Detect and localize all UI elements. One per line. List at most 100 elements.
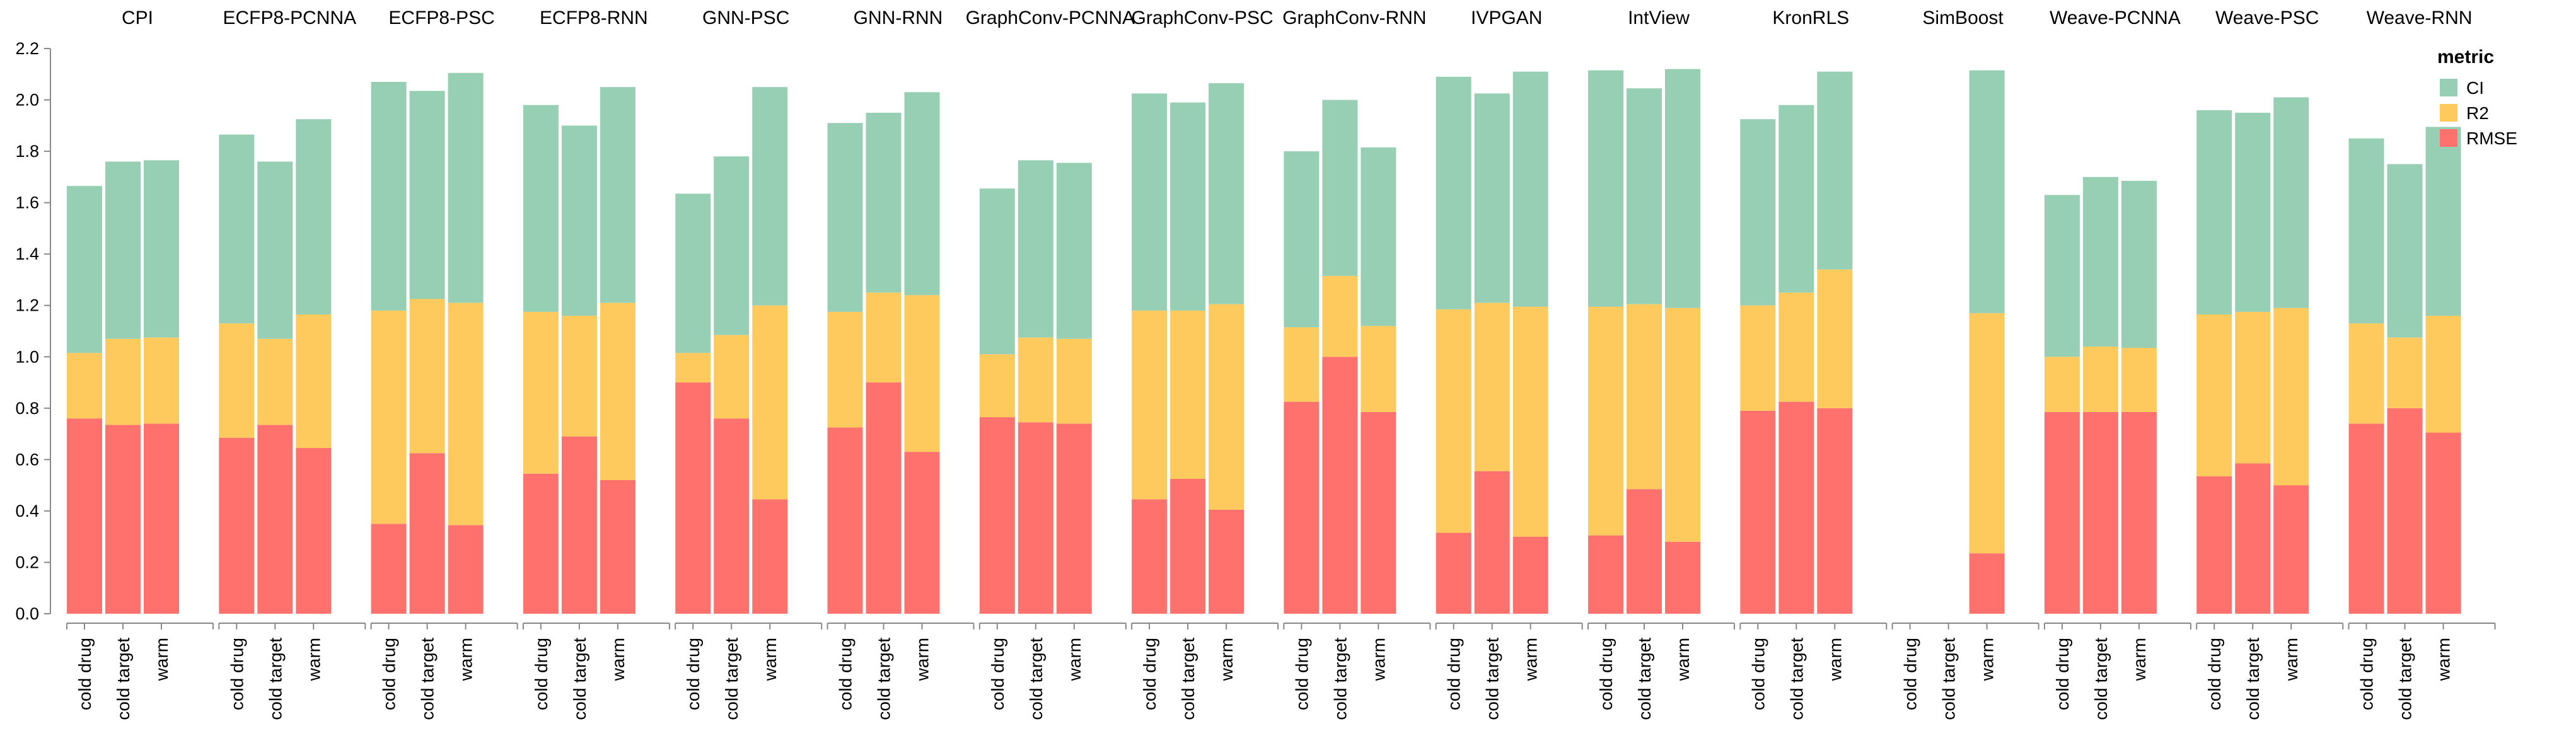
bar-r2-cold-drug — [67, 353, 102, 419]
x-tick-label: cold drug — [683, 638, 703, 710]
bar-r2-cold-drug — [219, 323, 255, 438]
bar-rmse-warm — [752, 499, 788, 614]
bar-r2-warm — [1361, 326, 1396, 412]
bar-ci-warm — [2121, 180, 2157, 348]
bar-r2-cold-drug — [2044, 357, 2080, 412]
bar-rmse-cold-drug — [675, 382, 711, 614]
facet-title: ECFP8-PSC — [388, 8, 494, 28]
bar-ci-cold-drug — [675, 193, 711, 353]
bar-ci-cold-drug — [2196, 110, 2232, 314]
bar-rmse-warm — [1665, 541, 1700, 614]
facet-graphconv-psc: GraphConv-PSC cold drug cold target warm — [1131, 8, 1279, 720]
bar-ci-cold-target — [1627, 88, 1662, 304]
bar-rmse-cold-target — [2235, 463, 2271, 614]
x-tick-label: warm — [1825, 638, 1845, 681]
facet-title: GNN-PSC — [702, 8, 789, 28]
x-tick-label: cold target — [1330, 638, 1350, 720]
y-tick-label: 1.8 — [15, 142, 39, 161]
bar-r2-cold-drug — [675, 353, 711, 383]
bar-ci-cold-target — [105, 161, 141, 339]
bar-rmse-cold-target — [105, 425, 141, 614]
bar-r2-warm — [1817, 269, 1853, 408]
x-tick-label: cold drug — [1292, 638, 1311, 710]
x-tick-label: warm — [2282, 638, 2301, 681]
bar-ci-cold-drug — [827, 123, 863, 312]
bar-ci-cold-drug — [1740, 119, 1776, 306]
bar-ci-cold-drug — [1132, 93, 1168, 311]
x-tick-label: cold target — [1178, 638, 1198, 720]
x-tick-label: warm — [1369, 638, 1388, 681]
bar-ci-cold-target — [1018, 160, 1053, 338]
x-tick-label: cold target — [2396, 638, 2415, 720]
x-tick-label: cold target — [2243, 638, 2263, 720]
y-tick-label: 1.4 — [15, 244, 39, 263]
facet-gnn-psc: GNN-PSC cold drug cold target warm — [675, 8, 823, 720]
facet-cpi: CPI cold drug cold target warm — [66, 8, 214, 720]
x-tick-label: cold target — [1787, 638, 1806, 720]
bar-r2-warm — [904, 295, 940, 452]
bar-r2-warm — [1969, 313, 2005, 554]
bar-ci-cold-drug — [1588, 70, 1623, 307]
facet-title: IVPGAN — [1471, 8, 1542, 28]
bar-r2-cold-target — [257, 338, 293, 425]
bar-ci-warm — [600, 87, 635, 303]
bar-rmse-cold-target — [714, 418, 750, 614]
bar-rmse-cold-target — [866, 382, 902, 614]
bar-rmse-cold-drug — [1588, 535, 1623, 614]
y-tick-label: 0.8 — [15, 399, 39, 418]
bar-rmse-cold-target — [1322, 357, 1358, 614]
bar-r2-cold-target — [409, 299, 445, 454]
bar-ci-warm — [1817, 71, 1853, 270]
facet-ecfp8-rnn: ECFP8-RNN cold drug cold target warm — [522, 8, 670, 720]
bar-r2-cold-drug — [1284, 327, 1320, 402]
bar-rmse-cold-target — [1474, 471, 1510, 614]
bar-rmse-cold-target — [1170, 478, 1206, 614]
x-tick-label: cold drug — [227, 638, 247, 710]
bar-r2-cold-drug — [2348, 323, 2384, 424]
bar-rmse-warm — [1817, 408, 1853, 614]
y-tick-label: 0.4 — [15, 502, 39, 520]
legend-swatch-ci — [2440, 79, 2457, 96]
bar-r2-cold-target — [866, 292, 902, 383]
bar-ci-cold-target — [714, 156, 750, 335]
bar-r2-warm — [1056, 338, 1092, 424]
x-tick-label: cold target — [1026, 638, 1046, 720]
bar-rmse-cold-drug — [2348, 423, 2384, 614]
bar-rmse-cold-target — [257, 425, 293, 614]
x-tick-label: cold target — [113, 638, 133, 720]
facet-weave-pcnna: Weave-PCNNA cold drug cold target warm — [2043, 8, 2191, 720]
bar-r2-warm — [2121, 348, 2157, 412]
bar-rmse-cold-drug — [67, 418, 102, 614]
legend-entries: CI R2 RMSE — [2440, 78, 2517, 148]
legend-swatch-rmse — [2440, 129, 2457, 147]
bar-rmse-warm — [1969, 553, 2005, 614]
facet-ecfp8-pcnna: ECFP8-PCNNA cold drug cold target warm — [218, 8, 366, 720]
bar-r2-cold-drug — [2196, 314, 2232, 476]
bar-ci-cold-target — [409, 91, 445, 299]
legend-title: metric — [2437, 47, 2494, 67]
x-tick-label: cold drug — [2205, 638, 2224, 710]
bar-r2-cold-target — [714, 335, 750, 419]
bar-r2-cold-target — [1018, 337, 1053, 423]
bar-ci-warm — [296, 119, 332, 314]
facet-weave-rnn: Weave-RNN cold drug cold target warm — [2348, 8, 2496, 720]
legend-label-ci: CI — [2466, 78, 2484, 98]
bar-rmse-warm — [1056, 423, 1092, 614]
bar-r2-warm — [144, 337, 179, 424]
x-tick-label: cold target — [1939, 638, 1959, 720]
bar-rmse-warm — [1361, 411, 1396, 614]
facet-graphconv-rnn: GraphConv-RNN cold drug cold target warm — [1282, 8, 1431, 720]
y-tick-label: 1.6 — [15, 193, 39, 212]
facet-title: ECFP8-RNN — [540, 8, 648, 28]
x-tick-label: warm — [608, 638, 628, 681]
x-tick-label: warm — [2130, 638, 2149, 681]
x-tick-label: warm — [1978, 638, 1997, 681]
bar-rmse-cold-target — [2082, 411, 2118, 614]
bar-ci-cold-drug — [979, 188, 1015, 355]
x-tick-label: cold target — [1635, 638, 1654, 720]
bar-ci-cold-target — [257, 161, 293, 339]
bar-rmse-cold-drug — [1132, 499, 1168, 614]
bar-r2-warm — [2425, 316, 2461, 433]
y-tick-label: 1.2 — [15, 296, 39, 315]
facet-title: SimBoost — [1922, 8, 2004, 28]
